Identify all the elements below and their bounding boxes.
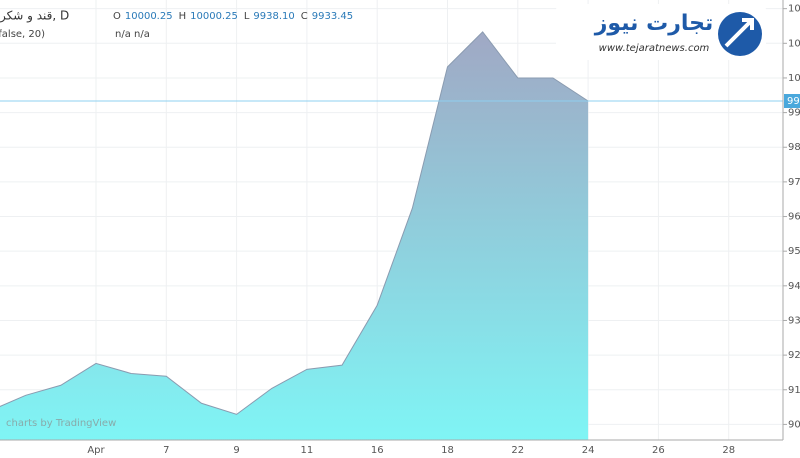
y-tick-label: 10100: [788, 38, 800, 49]
axes: 9000 9100 9200 9300 9400 9500 9600 9700 9800 9900…: [87, 4, 800, 456]
ohlc-legend: O 10000.25 H 10000.25 L 9938.10 C 9933.45: [113, 11, 353, 22]
chart-title: قند و شکر, D: [0, 9, 69, 24]
y-tick-label: 9000: [788, 419, 800, 430]
x-tick-label: 11: [301, 445, 314, 456]
x-tick-label: 26: [652, 445, 665, 456]
logo: تجارت نیوز www.tejaratnews.com: [556, 4, 766, 60]
x-tick-label: 7: [163, 445, 169, 456]
ohlc-key: L: [244, 11, 250, 22]
y-tick-label: 9500: [788, 246, 800, 257]
watermark: charts by TradingView: [6, 418, 116, 429]
logo-box: [556, 4, 766, 60]
plot: [0, 31, 783, 440]
y-tick-label: 9400: [788, 281, 800, 292]
y-tick-label: 9300: [788, 315, 800, 326]
ohlc-value: 10000.25: [125, 11, 173, 22]
area-fill: [0, 31, 589, 440]
indicator-values: n/a n/a: [115, 29, 150, 40]
ohlc-key: C: [301, 11, 308, 22]
y-tick-label: 9200: [788, 350, 800, 361]
x-tick-label: 24: [582, 445, 595, 456]
y-tick-label: 9700: [788, 177, 800, 188]
x-tick-label: 16: [371, 445, 384, 456]
area-line: [0, 31, 589, 415]
indicator-name: Volume (false, 20): [0, 29, 45, 40]
x-tick-label: 9: [233, 445, 239, 456]
y-tick-label: 9800: [788, 142, 800, 153]
x-tick-label: 28: [722, 445, 735, 456]
y-tick-label: 9600: [788, 212, 800, 223]
y-tick-label: 9100: [788, 385, 800, 396]
x-tick-label: 22: [511, 445, 524, 456]
ohlc-value: 10000.25: [190, 11, 238, 22]
logo-arrow: [724, 18, 754, 48]
y-tick-label: 10000: [788, 73, 800, 84]
logo-url: www.tejaratnews.com: [599, 43, 710, 54]
x-tick-label: Apr: [87, 445, 105, 456]
logo-name: تجارت نیوز: [594, 11, 714, 36]
ohlc-key: H: [179, 11, 187, 22]
ohlc-value: 9933.45: [312, 11, 353, 22]
x-tick-label: 18: [441, 445, 454, 456]
ohlc-key: O: [113, 11, 121, 22]
y-tick-label: 9900: [788, 108, 800, 119]
last-price-label: 9933.45: [787, 96, 800, 107]
last-price-box: [784, 94, 800, 109]
y-tick-label: 10200: [788, 4, 800, 15]
ohlc-value: 9938.10: [253, 11, 294, 22]
